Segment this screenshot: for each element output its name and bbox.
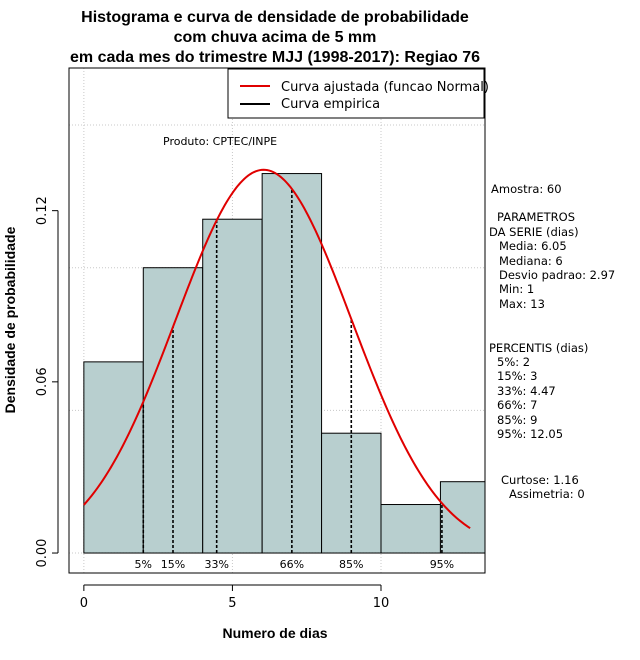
percentile-label-5: 95% — [430, 558, 454, 571]
chart-title-line-1: Histograma e curva de densidade de proba… — [81, 9, 469, 26]
percentile-lines: 5% 15% 33% 66% 85% 95% — [135, 188, 454, 571]
percentile-label-3: 66% — [280, 558, 304, 571]
y-tick-label-2: 0.12 — [35, 196, 50, 225]
x-tick-label-1: 5 — [228, 596, 236, 611]
y-tick-label-0: 0.00 — [35, 539, 50, 568]
stats-panel: Amostra: 60 PARAMETROS DA SERIE (dias) M… — [489, 182, 615, 501]
histogram-bar-4 — [321, 432, 382, 554]
y-tick-label-1: 0.06 — [35, 367, 50, 396]
legend: Curva ajustada (funcao Normal) Curva emp… — [227, 68, 489, 119]
x-tick-label-0: 0 — [80, 596, 88, 611]
stats-percentil-85: 85%: 9 — [497, 413, 537, 427]
stats-params-title-2: DA SERIE (dias) — [489, 225, 579, 239]
histogram-bar-5 — [380, 504, 441, 554]
normal-curve-path — [83, 168, 471, 530]
legend-box — [227, 68, 485, 119]
percentile-label-1: 15% — [161, 558, 185, 571]
x-axis-label: Numero de dias — [222, 625, 327, 641]
stats-percentil-66: 66%: 7 — [497, 398, 537, 412]
x-tick-label-2: 10 — [373, 596, 390, 611]
histogram-bar-6 — [439, 481, 486, 554]
legend-label-empirical: Curva empirica — [281, 97, 380, 112]
chart-title-line-3: em cada mes do trimestre MJJ (1998-2017)… — [70, 49, 480, 66]
stats-sample: Amostra: 60 — [491, 182, 562, 196]
histogram-bar-0 — [83, 361, 144, 554]
legend-label-normal: Curva ajustada (funcao Normal) — [281, 80, 489, 95]
y-axis: 0.00 0.06 0.12 — [35, 196, 59, 568]
stats-param-min: Min: 1 — [499, 282, 534, 296]
stats-percentil-5: 5%: 2 — [497, 355, 530, 369]
percentile-label-2: 33% — [204, 558, 228, 571]
product-annotation: Produto: CPTEC/INPE — [163, 135, 277, 148]
stats-params-title-1: PARAMETROS — [497, 210, 575, 224]
plot-frame — [68, 67, 486, 574]
stats-param-media: Media: 6.05 — [499, 239, 567, 253]
stats-param-mediana: Mediana: 6 — [499, 254, 563, 268]
stats-param-max: Max: 13 — [499, 297, 545, 311]
y-axis-label: Densidade de probabilidade — [2, 226, 18, 413]
x-axis: 0 5 10 — [80, 584, 390, 611]
percentile-label-4: 85% — [339, 558, 363, 571]
stats-param-desvio: Desvio padrao: 2.97 — [499, 268, 615, 282]
stats-percentil-15: 15%: 3 — [497, 369, 537, 383]
histogram-bar-2 — [202, 218, 263, 554]
stats-percentil-95: 95%: 12.05 — [497, 427, 563, 441]
chart-title-line-2: com chuva acima de 5 mm — [174, 29, 377, 46]
stats-assimetria: Assimetria: 0 — [509, 487, 585, 501]
stats-percentil-33: 33%: 4.47 — [497, 384, 556, 398]
percentile-label-0: 5% — [135, 558, 152, 571]
normal-curve — [83, 168, 471, 530]
stats-percentis-title: PERCENTIS (dias) — [489, 341, 588, 355]
stats-curtose: Curtose: 1.16 — [501, 473, 579, 487]
